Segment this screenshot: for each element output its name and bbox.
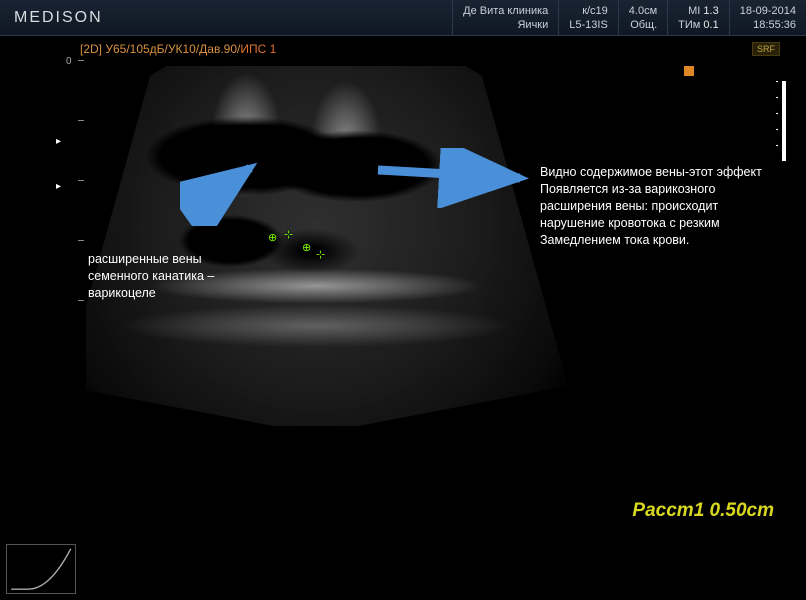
- ultrasound-image: [86, 66, 566, 426]
- settings-ips: ИПС 1: [240, 42, 276, 56]
- header-depth: 4.0см Общ.: [618, 0, 667, 35]
- annotation-right: Видно содержимое вены-этот эффект Появля…: [540, 164, 790, 249]
- measurement-readout: Расст1 0.50cm: [632, 500, 774, 522]
- focus-marker-2: ▸: [56, 181, 61, 192]
- clinic-name: Де Вита клиника: [463, 4, 548, 18]
- settings-2d: [2D] У65/105дБ/УК10/Дав.90/: [80, 42, 240, 56]
- exam-type: Яички: [463, 18, 548, 32]
- header-bar: MEDISON Де Вита клиника Яички к/с19 L5-1…: [0, 0, 806, 36]
- caliper-2b[interactable]: ⊹: [316, 248, 325, 261]
- depth-value: 4.0см: [629, 4, 657, 18]
- depth-mode: Общ.: [629, 18, 657, 32]
- mi-label: MI: [688, 5, 700, 17]
- measurement-label: Расст1: [632, 500, 704, 521]
- header-indices: MI 1.3 ТИм 0.1: [667, 0, 729, 35]
- caliper-1b[interactable]: ⊕: [302, 241, 311, 254]
- annotation-arrow-right: [360, 148, 530, 208]
- caliper-2a[interactable]: ⊹: [284, 228, 293, 241]
- caliper-1a[interactable]: ⊕: [268, 231, 277, 244]
- grayscale-bar: [782, 81, 786, 161]
- scan-time: 18:55:36: [740, 18, 796, 32]
- annotation-arrow-left: [180, 156, 280, 226]
- scan-settings: [2D] У65/105дБ/УК10/Дав.90/ИПС 1: [80, 42, 276, 56]
- frame-rate: к/с19: [569, 4, 608, 18]
- brand-logo: MEDISON: [0, 9, 117, 27]
- probe-id: L5-13IS: [569, 18, 608, 32]
- annotation-left: расширенные вены семенного канатика – ва…: [88, 251, 278, 302]
- header-clinic: Де Вита клиника Яички: [452, 0, 558, 35]
- focus-marker-1: ▸: [56, 136, 61, 147]
- header-probe: к/с19 L5-13IS: [558, 0, 618, 35]
- ultrasound-fan: [86, 66, 566, 426]
- header-datetime: 18-09-2014 18:55:36: [729, 0, 806, 35]
- gain-curve-icon: [7, 545, 75, 593]
- ti-label: ТИм: [678, 19, 700, 31]
- scan-area: [2D] У65/105дБ/УК10/Дав.90/ИПС 1 SRF 0 ▸…: [0, 36, 806, 600]
- orientation-marker-icon: [684, 66, 694, 76]
- ruler-zero: 0: [66, 56, 72, 67]
- grayscale-ticks: [776, 81, 778, 161]
- srf-badge: SRF: [752, 42, 780, 56]
- gain-curve-box[interactable]: [6, 544, 76, 594]
- measurement-value: 0.50cm: [710, 500, 774, 521]
- scan-date: 18-09-2014: [740, 4, 796, 18]
- ti-value: 0.1: [703, 19, 718, 31]
- mi-value: 1.3: [703, 5, 718, 17]
